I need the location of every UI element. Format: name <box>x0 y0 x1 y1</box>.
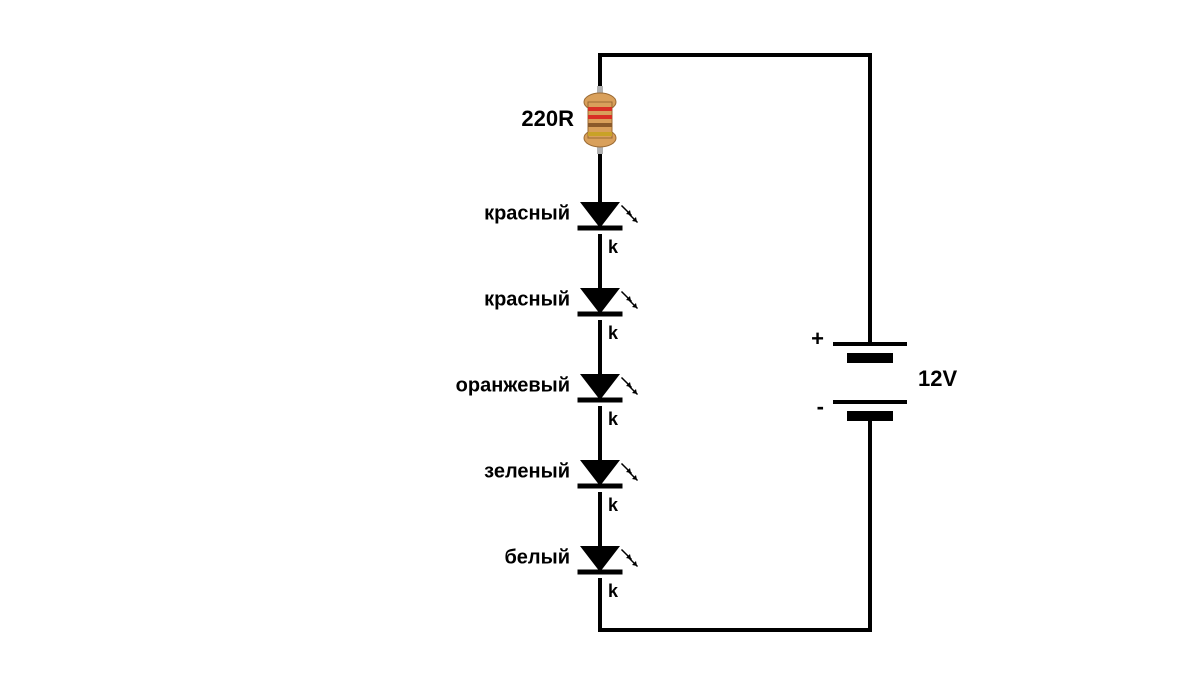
battery-minus: - <box>817 394 824 419</box>
led-2: оранжевый k <box>456 374 637 429</box>
battery-label: 12V <box>918 366 957 391</box>
battery-plus: + <box>811 326 824 351</box>
led-cathode-label: k <box>608 409 619 429</box>
led-emit-arrows <box>622 464 637 480</box>
resistor-label: 220R <box>521 106 574 131</box>
led-emit-arrows <box>622 206 637 222</box>
led-0: красный k <box>484 202 637 257</box>
circuit-diagram: 220Rкрасныйkкрасныйkоранжевыйkзеленыйkбе… <box>0 0 1200 675</box>
led-4: белый k <box>504 546 637 601</box>
battery: + - 12V <box>811 326 957 425</box>
led-cathode-label: k <box>608 495 619 515</box>
led-emit-arrows <box>622 378 637 394</box>
led-label: красный <box>484 288 570 310</box>
led-3: зеленый k <box>484 460 637 515</box>
led-label: зеленый <box>484 460 570 482</box>
led-cathode-label: k <box>608 323 619 343</box>
resistor: 220R <box>521 86 616 154</box>
led-1: красный k <box>484 288 637 343</box>
wires <box>600 55 870 630</box>
led-label: белый <box>504 546 570 568</box>
led-emit-arrows <box>622 550 637 566</box>
led-emit-arrows <box>622 292 637 308</box>
led-label: красный <box>484 202 570 224</box>
led-cathode-label: k <box>608 581 619 601</box>
led-label: оранжевый <box>456 374 570 396</box>
led-cathode-label: k <box>608 237 619 257</box>
